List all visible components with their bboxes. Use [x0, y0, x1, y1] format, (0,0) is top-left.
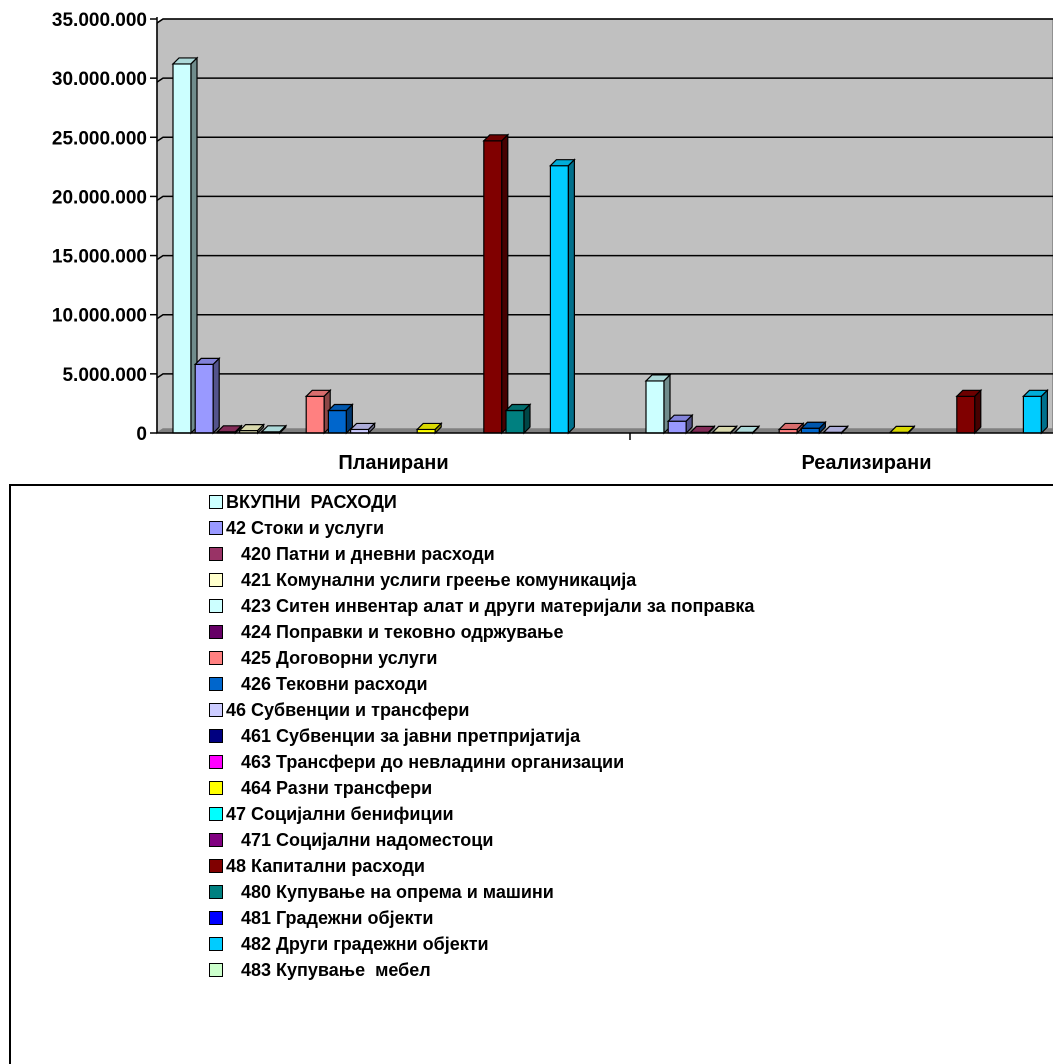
legend-item: 481 Градежни објекти	[209, 906, 433, 930]
legend-label: 481 Градежни објекти	[226, 907, 434, 928]
bar	[482, 133, 510, 435]
legend-item: 425 Договорни услуги	[209, 646, 437, 670]
legend-item: 42 Стоки и услуги	[209, 516, 384, 540]
legend-swatch	[209, 521, 223, 535]
legend-label: 48 Капитални расходи	[226, 855, 425, 876]
legend-swatch	[209, 911, 223, 925]
legend-swatch	[209, 859, 223, 873]
bar	[304, 388, 332, 435]
legend-swatch	[209, 781, 223, 795]
y-tick-label: 5.000.000	[62, 365, 147, 386]
legend-label: 423 Ситен инвентар алат и други материја…	[226, 595, 755, 616]
bar	[888, 424, 916, 435]
legend-label: 464 Разни трансфери	[226, 777, 433, 798]
legend-swatch	[209, 833, 223, 847]
legend-label: 46 Субвенции и трансфери	[226, 699, 470, 720]
legend-label: 471 Социјални надоместоци	[226, 829, 494, 850]
legend-swatch	[209, 599, 223, 613]
legend-item: 47 Социјални бенифиции	[209, 802, 454, 826]
legend-item: 46 Субвенции и трансфери	[209, 698, 469, 722]
gridline	[156, 313, 1053, 320]
gridline	[156, 195, 1053, 202]
legend-label: 421 Комунални услиги греење комуникација	[226, 569, 637, 590]
gridline	[156, 373, 1053, 379]
y-tick-label: 30.000.000	[52, 69, 147, 90]
legend-item: 421 Комунални услиги греење комуникација	[209, 568, 636, 592]
y-tick-label: 20.000.000	[52, 187, 147, 208]
legend-item: 420 Патни и дневни расходи	[209, 542, 495, 566]
legend-item: ВКУПНИ РАСХОДИ	[209, 490, 397, 514]
y-tick-label: 25.000.000	[52, 128, 147, 149]
legend-swatch	[209, 963, 223, 977]
x-category-label: Реализирани	[801, 452, 931, 474]
bar	[349, 422, 377, 435]
legend-item: 471 Социјални надоместоци	[209, 828, 493, 852]
legend-item: 463 Трансфери до невладини организации	[209, 750, 624, 774]
x-axis: Планирани Реализирани	[157, 432, 1053, 474]
legend-item: 48 Капитални расходи	[209, 854, 425, 878]
legend-swatch	[209, 677, 223, 691]
bar	[955, 388, 983, 435]
legend-swatch	[209, 729, 223, 743]
legend-swatch	[209, 651, 223, 665]
x-category-label: Планирани	[338, 452, 448, 474]
legend-label: 463 Трансфери до невладини организации	[226, 751, 625, 772]
legend-label: 461 Субвенции за јавни претпријатија	[226, 725, 581, 746]
legend-item: 426 Тековни расходи	[209, 672, 428, 696]
y-tick-label: 0	[136, 424, 147, 445]
bar	[415, 422, 443, 435]
bar	[1021, 388, 1049, 435]
legend-label: ВКУПНИ РАСХОДИ	[226, 491, 397, 512]
legend-item: 483 Купување мебел	[209, 958, 431, 982]
legend-swatch	[209, 573, 223, 587]
legend-item: 423 Ситен инвентар алат и други материја…	[209, 594, 754, 618]
y-tick-label: 15.000.000	[52, 247, 147, 268]
plot-background	[156, 18, 1053, 435]
legend-swatch	[209, 755, 223, 769]
plot-area	[156, 18, 1053, 435]
legend-item: 424 Поправки и тековно одржување	[209, 620, 563, 644]
legend-label: 42 Стоки и услуги	[226, 517, 385, 538]
legend-swatch	[209, 547, 223, 561]
bar	[799, 420, 827, 435]
bar	[171, 56, 199, 435]
bar	[644, 373, 672, 435]
legend-swatch	[209, 495, 223, 509]
legend-label: 483 Купување мебел	[226, 959, 431, 980]
legend-item: 480 Купување на опрема и машини	[209, 880, 554, 904]
y-tick-label: 35.000.000	[52, 10, 147, 31]
gridline	[156, 77, 1053, 83]
bar-chart: 0 5.000.000 10.000.000 15.000.000 20.000.000…	[52, 10, 1053, 474]
y-tick-label: 10.000.000	[52, 306, 147, 327]
legend-item: 461 Субвенции за јавни претпријатија	[209, 724, 580, 748]
legend-swatch	[209, 703, 223, 717]
bar	[193, 356, 221, 435]
bar	[548, 158, 576, 435]
bar	[666, 413, 694, 435]
bar	[777, 422, 805, 435]
legend-item: 482 Други градежни објекти	[209, 932, 489, 956]
gridline	[156, 18, 1053, 24]
legend-label: 425 Договорни услуги	[226, 647, 438, 668]
bar	[504, 403, 532, 435]
legend-label: 420 Патни и дневни расходи	[226, 543, 495, 564]
legend-swatch	[209, 885, 223, 899]
legend-label: 47 Социјални бенифиции	[226, 803, 454, 824]
legend-label: 482 Други градежни објекти	[226, 933, 489, 954]
legend-swatch	[209, 937, 223, 951]
legend-label: 480 Купување на опрема и машини	[226, 881, 554, 902]
legend-swatch	[209, 807, 223, 821]
legend-label: 424 Поправки и тековно одржување	[226, 621, 564, 642]
gridline	[156, 136, 1053, 142]
gridline	[156, 254, 1053, 261]
bar	[326, 403, 354, 435]
y-axis: 0 5.000.000 10.000.000 15.000.000 20.000.000…	[52, 10, 158, 445]
legend-swatch	[209, 625, 223, 639]
legend: ВКУПНИ РАСХОДИ 42 Стоки и услуги 420 Патн…	[9, 484, 1053, 1064]
legend-label: 426 Тековни расходи	[226, 673, 428, 694]
legend-item: 464 Разни трансфери	[209, 776, 432, 800]
